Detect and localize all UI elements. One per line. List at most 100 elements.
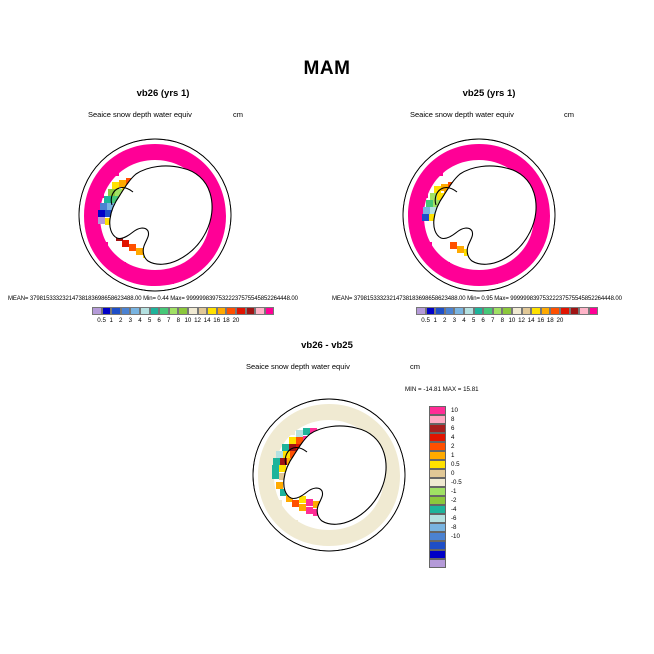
colorbar-swatch <box>178 307 188 315</box>
colorbar-swatch <box>429 541 446 550</box>
colorbar-swatch <box>429 550 446 559</box>
colorbar-tick: 20 <box>232 317 240 324</box>
colorbar-swatch <box>531 307 541 315</box>
colorbar-swatch <box>429 433 446 442</box>
colorbar-tick: -0.5 <box>451 479 462 486</box>
colorbar-row: 4 <box>429 433 462 442</box>
colorbar-swatch <box>425 307 436 315</box>
polar-map-vb26 <box>70 130 240 300</box>
panel-vb25-units: cm <box>564 110 574 119</box>
colorbar-row: -1 <box>429 487 462 496</box>
colorbar-swatch <box>454 307 464 315</box>
colorbar-swatch <box>429 424 446 433</box>
colorbar-swatch <box>429 532 446 541</box>
colorbar-swatch <box>588 307 599 315</box>
colorbar-tick: 14 <box>203 317 211 324</box>
colorbar-tick: 3 <box>128 317 133 324</box>
colorbar-swatch <box>429 406 446 415</box>
colorbar-tick: -8 <box>451 524 457 531</box>
colorbar-tick: 18 <box>222 317 230 324</box>
colorbar-tick: 16 <box>537 317 545 324</box>
colorbar-swatch <box>429 496 446 505</box>
colorbar-swatch <box>483 307 493 315</box>
colorbar-swatch <box>435 307 445 315</box>
colorbar-tick: 6 <box>481 317 485 324</box>
colorbar-tick: 6 <box>451 425 455 432</box>
colorbar-tick: 0.5 <box>451 461 460 468</box>
colorbar-row: -0.5 <box>429 478 462 487</box>
colorbar-row <box>429 559 462 568</box>
colorbar-swatch <box>429 523 446 532</box>
colorbar-swatch <box>429 469 446 478</box>
colorbar-tick: 10 <box>508 317 516 324</box>
colorbar-row: 8 <box>429 415 462 424</box>
colorbar-swatch <box>429 451 446 460</box>
panel-diff-variable-label: Seaice snow depth water equiv <box>246 362 350 371</box>
figure-title: MAM <box>303 58 351 79</box>
panel-vb26-units: cm <box>233 110 243 119</box>
colorbar-swatch <box>429 487 446 496</box>
colorbar-row: -6 <box>429 514 462 523</box>
colorbar-swatch <box>111 307 121 315</box>
colorbar-tick: 0 <box>451 470 455 477</box>
colorbar-tick: -6 <box>451 515 457 522</box>
panel-diff-units: cm <box>410 362 420 371</box>
colorbar-tick: 8 <box>500 317 505 324</box>
colorbar-tick: 4 <box>138 317 142 324</box>
panel-vb26-title: vb26 (yrs 1) <box>136 88 190 99</box>
polar-map-diff <box>244 390 414 560</box>
colorbar-swatch <box>429 460 446 469</box>
colorbar-swatch <box>101 307 112 315</box>
colorbar-row <box>429 550 462 559</box>
colorbar-tick: 5 <box>147 317 152 324</box>
colorbar-tick: 0.5 <box>97 317 106 324</box>
colorbar-row: 0.5 <box>429 460 462 469</box>
colorbar-row: 2 <box>429 442 462 451</box>
colorbar-row: 0 <box>429 469 462 478</box>
panel-diff-title: vb26 - vb25 <box>301 340 353 351</box>
colorbar-row: -8 <box>429 523 462 532</box>
panel-diff: vb26 - vb25 Seaice snow depth water equi… <box>172 340 482 568</box>
colorbar-swatch <box>187 307 198 315</box>
colorbar-swatch <box>216 307 227 315</box>
colorbar-swatch <box>502 307 512 315</box>
colorbar-row: -10 <box>429 532 462 541</box>
colorbar-tick: 14 <box>527 317 535 324</box>
panel-vb26-variable-label: Seaice snow depth water equiv <box>88 110 192 119</box>
colorbar-swatch <box>473 307 484 315</box>
colorbar-tick: 0.5 <box>421 317 430 324</box>
colorbar-vb26-labels: 0.5 1 2 3 4 5 6 7 8 10 12 14 16 18 20 <box>97 317 241 324</box>
colorbar-row <box>429 541 462 550</box>
colorbar-tick: -2 <box>451 497 457 504</box>
colorbar-swatch <box>245 307 256 315</box>
colorbar-swatch <box>521 307 532 315</box>
panel-vb25: vb25 (yrs 1) Seaice snow depth water equ… <box>332 88 646 324</box>
colorbar-swatch <box>511 307 522 315</box>
colorbar-vb25-labels: 0.5 1 2 3 4 5 6 7 8 10 12 14 16 18 20 <box>421 317 565 324</box>
colorbar-swatch <box>429 442 446 451</box>
colorbar-tick: 8 <box>176 317 181 324</box>
colorbar-tick: 12 <box>518 317 525 324</box>
colorbar-row: 10 <box>429 406 462 415</box>
colorbar-swatch <box>130 307 140 315</box>
colorbar-tick: -10 <box>451 533 460 540</box>
colorbar-tick: 10 <box>184 317 192 324</box>
colorbar-row: -4 <box>429 505 462 514</box>
colorbar-swatch <box>168 307 179 315</box>
colorbar-swatch <box>159 307 169 315</box>
colorbar-swatch <box>139 307 150 315</box>
colorbar-tick: 7 <box>491 317 495 324</box>
colorbar-swatch <box>429 559 446 568</box>
colorbar-swatch <box>429 478 446 487</box>
colorbar-swatch <box>120 307 131 315</box>
colorbar-vb26 <box>92 307 275 315</box>
colorbar-tick: -4 <box>451 506 457 513</box>
colorbar-swatch <box>416 307 426 315</box>
colorbar-swatch <box>264 307 275 315</box>
colorbar-swatch <box>429 514 446 523</box>
panel-vb25-stats: MEAN= 37981533323214738183698658623488.0… <box>332 296 622 302</box>
colorbar-swatch <box>429 415 446 424</box>
colorbar-diff: 10 8 6 4 2 1 0.5 0 -0.5 -1 -2 -4 -6 -8 -… <box>429 406 462 568</box>
colorbar-row: 1 <box>429 451 462 460</box>
